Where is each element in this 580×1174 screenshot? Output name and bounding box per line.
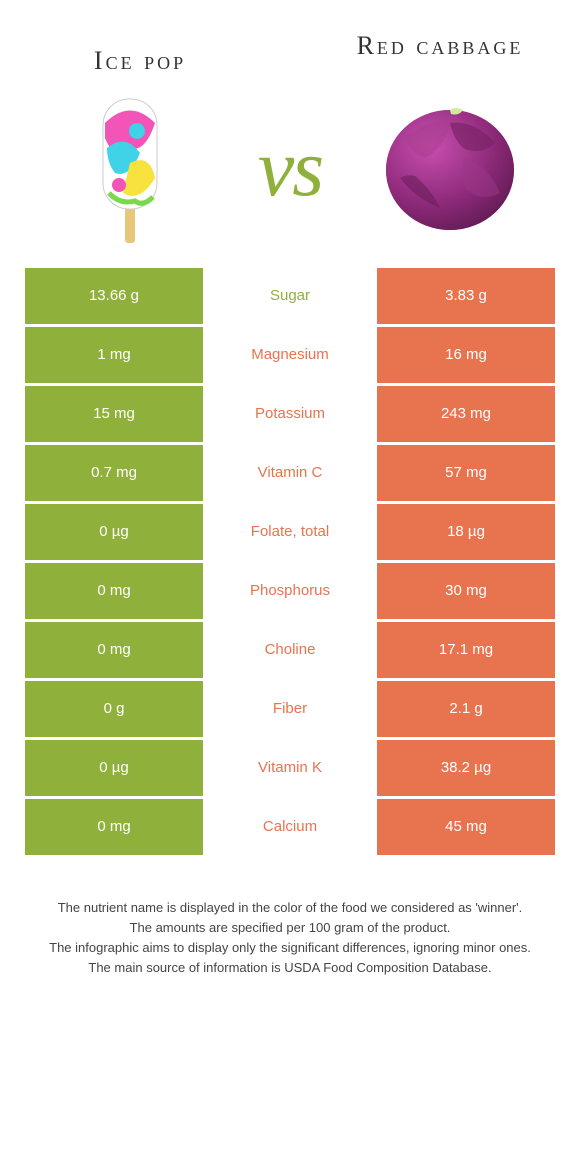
value-right: 57 mg — [377, 445, 555, 501]
nutrient-label: Magnesium — [203, 327, 377, 383]
footer-line: The nutrient name is displayed in the co… — [35, 898, 545, 918]
table-row: 0 mgPhosphorus30 mg — [25, 563, 555, 619]
value-right: 30 mg — [377, 563, 555, 619]
value-right: 2.1 g — [377, 681, 555, 737]
value-right: 3.83 g — [377, 268, 555, 324]
nutrient-table: 13.66 gSugar3.83 g1 mgMagnesium16 mg15 m… — [0, 268, 580, 855]
value-right: 45 mg — [377, 799, 555, 855]
nutrient-label: Calcium — [203, 799, 377, 855]
title-right: Red cabbage — [340, 30, 540, 63]
table-row: 1 mgMagnesium16 mg — [25, 327, 555, 383]
nutrient-label: Vitamin C — [203, 445, 377, 501]
nutrient-label: Phosphorus — [203, 563, 377, 619]
value-right: 38.2 µg — [377, 740, 555, 796]
header: Ice pop Red cabbage — [0, 0, 580, 88]
table-row: 0 µgFolate, total18 µg — [25, 504, 555, 560]
value-left: 13.66 g — [25, 268, 203, 324]
value-right: 18 µg — [377, 504, 555, 560]
table-row: 0 gFiber2.1 g — [25, 681, 555, 737]
table-row: 15 mgPotassium243 mg — [25, 386, 555, 442]
table-row: 0 mgCholine17.1 mg — [25, 622, 555, 678]
ice-pop-icon — [40, 88, 220, 248]
nutrient-label: Fiber — [203, 681, 377, 737]
value-left: 0 mg — [25, 563, 203, 619]
table-row: 0 µgVitamin K38.2 µg — [25, 740, 555, 796]
value-right: 243 mg — [377, 386, 555, 442]
title-left: Ice pop — [40, 45, 240, 78]
nutrient-label: Choline — [203, 622, 377, 678]
value-left: 0.7 mg — [25, 445, 203, 501]
red-cabbage-icon — [360, 88, 540, 248]
value-left: 0 mg — [25, 622, 203, 678]
footer-notes: The nutrient name is displayed in the co… — [0, 858, 580, 979]
nutrient-label: Potassium — [203, 386, 377, 442]
value-left: 0 µg — [25, 504, 203, 560]
table-row: 13.66 gSugar3.83 g — [25, 268, 555, 324]
value-left: 15 mg — [25, 386, 203, 442]
nutrient-label: Vitamin K — [203, 740, 377, 796]
value-left: 0 g — [25, 681, 203, 737]
footer-line: The main source of information is USDA F… — [35, 958, 545, 978]
nutrient-label: Sugar — [203, 268, 377, 324]
value-left: 1 mg — [25, 327, 203, 383]
value-left: 0 mg — [25, 799, 203, 855]
nutrient-label: Folate, total — [203, 504, 377, 560]
value-right: 16 mg — [377, 327, 555, 383]
table-row: 0 mgCalcium45 mg — [25, 799, 555, 855]
value-right: 17.1 mg — [377, 622, 555, 678]
footer-line: The amounts are specified per 100 gram o… — [35, 918, 545, 938]
vs-label: vs — [258, 121, 322, 215]
table-row: 0.7 mgVitamin C57 mg — [25, 445, 555, 501]
images-row: vs — [0, 88, 580, 268]
footer-line: The infographic aims to display only the… — [35, 938, 545, 958]
value-left: 0 µg — [25, 740, 203, 796]
